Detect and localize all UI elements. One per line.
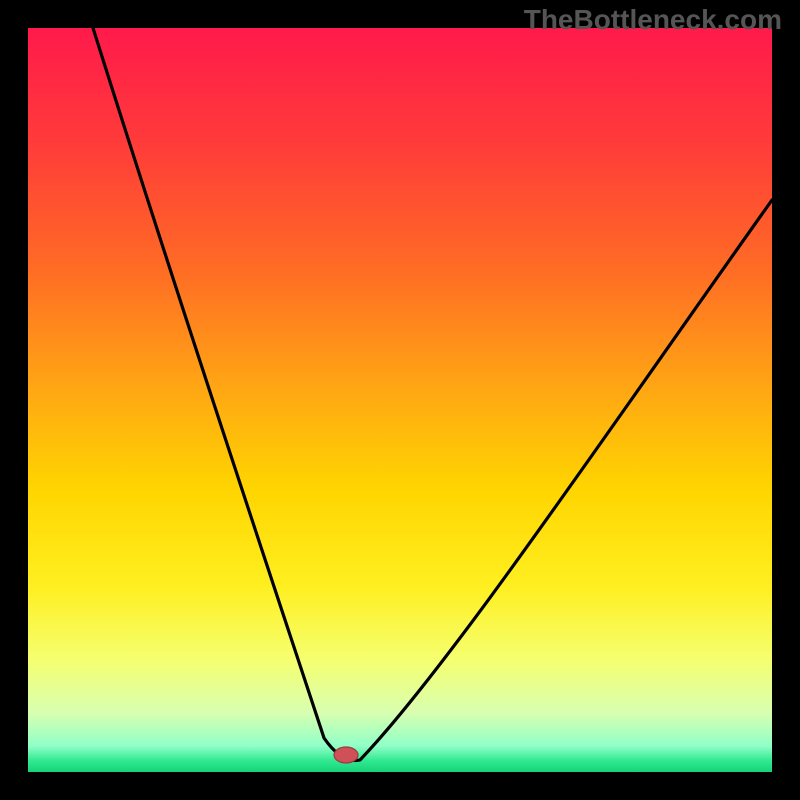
watermark-text: TheBottleneck.com	[524, 4, 782, 36]
chart-frame: TheBottleneck.com	[0, 0, 800, 800]
optimal-point-marker	[334, 747, 358, 763]
bottleneck-chart	[0, 0, 800, 800]
plot-background	[28, 28, 772, 772]
